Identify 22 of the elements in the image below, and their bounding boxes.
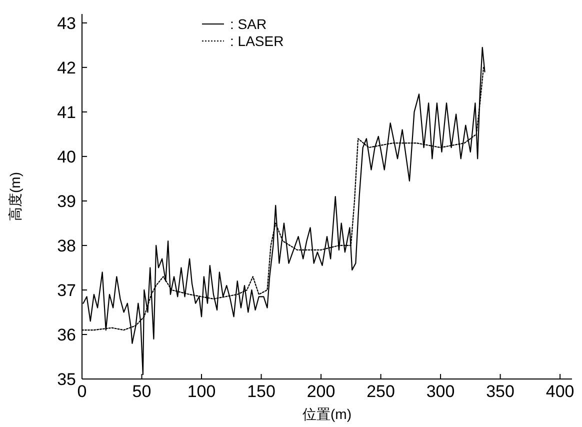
y-tick-label: 43 [57, 14, 76, 33]
x-tick-label: 400 [546, 382, 574, 401]
y-tick-label: 40 [57, 147, 76, 166]
y-tick-label: 36 [57, 325, 76, 344]
x-tick-label: 0 [77, 382, 87, 401]
x-axis-title: 位置(m) [302, 406, 352, 422]
y-tick-label: 39 [57, 192, 76, 211]
y-tick-label: 42 [57, 58, 76, 78]
x-tick-label: 50 [132, 382, 152, 401]
legend-label: : SAR [230, 16, 267, 32]
x-tick-label: 100 [187, 382, 216, 401]
y-tick-label: 37 [57, 280, 76, 300]
x-tick-label: 350 [486, 382, 514, 401]
x-tick-label: 250 [366, 382, 395, 401]
y-axis-title: 高度(m) [7, 172, 23, 221]
y-tick-label: 41 [57, 102, 76, 122]
x-tick-label: 150 [247, 382, 276, 401]
y-tick-label: 38 [57, 236, 76, 256]
y-tick-label: 35 [57, 370, 76, 389]
legend-label: : LASER [230, 32, 284, 49]
x-tick-label: 200 [306, 382, 336, 401]
x-tick-label: 300 [426, 382, 455, 401]
